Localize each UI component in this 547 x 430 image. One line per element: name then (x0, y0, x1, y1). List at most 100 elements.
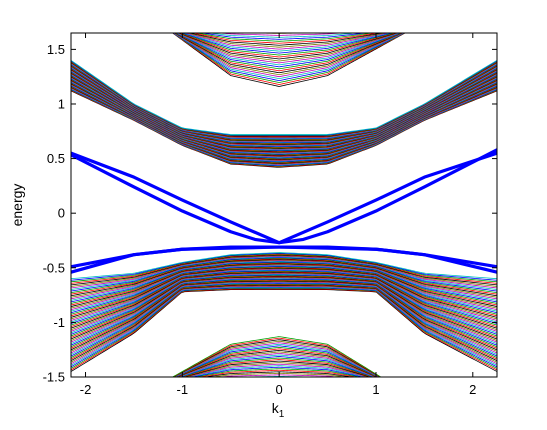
bulk-band-line (216, 374, 341, 377)
bulk-band-line (189, 366, 366, 377)
bulk-band-line (185, 33, 388, 48)
bulk-band-line (71, 259, 497, 298)
y-tick-label: 0 (58, 206, 65, 221)
bulk-band-line (175, 33, 402, 68)
bulk-band-line (230, 375, 328, 377)
bulk-band-line (71, 282, 497, 355)
x-axis-label: k1 (272, 400, 285, 420)
bulk-band-line (71, 253, 497, 283)
edge-state-line-4 (71, 245, 497, 274)
x-tick-label: 0 (276, 382, 283, 397)
bulk-band-line (71, 258, 497, 295)
bulk-band-line (71, 272, 497, 331)
bulk-band-line (71, 281, 497, 352)
bulk-band-line (173, 343, 380, 377)
bulk-band-line (179, 357, 375, 377)
bulk-band-line (71, 280, 497, 351)
bulk-band-line (71, 260, 497, 301)
y-tick-label: 1.5 (47, 42, 65, 57)
bulk-band-line (216, 33, 346, 36)
bulk-band-line (71, 283, 497, 357)
bulk-band-line (71, 278, 497, 346)
bulk-band-line (173, 33, 405, 80)
bulk-band-line (174, 33, 404, 74)
bulk-band-line (71, 258, 497, 297)
bulk-band-line (172, 33, 405, 82)
bulk-band-line (173, 28, 405, 30)
bulk-band-line (173, 33, 405, 78)
bulk-band-line (178, 33, 398, 60)
bulk-band-line (71, 284, 497, 360)
bulk-band-line (175, 348, 379, 377)
bulk-band-line (71, 262, 497, 304)
bulk-band-line (71, 273, 497, 334)
upper-bulk-band (71, 59, 497, 168)
x-tick-label: -1 (177, 382, 189, 397)
bulk-band-line (187, 365, 368, 377)
bulk-band-line (173, 28, 405, 32)
plot-frame (70, 32, 498, 378)
bulk-band-line (71, 257, 497, 294)
bottom-bulk-band (172, 336, 382, 377)
bulk-band-line (185, 363, 370, 377)
bulk-band-line (71, 260, 497, 300)
bulk-band-line (71, 279, 497, 349)
y-tick-label: -0.5 (43, 260, 65, 275)
bulk-band-line (71, 278, 497, 345)
bulk-band-line (174, 33, 403, 72)
bulk-band-line (71, 261, 497, 303)
edge-state-line-2 (71, 151, 497, 245)
bulk-band-line (71, 276, 497, 341)
bulk-band-line (71, 285, 497, 363)
bulk-band-line (71, 271, 497, 328)
bulk-band-line (71, 59, 497, 135)
bulk-band-line (71, 274, 497, 335)
bulk-band-line (71, 254, 497, 284)
bulk-band-line (172, 339, 381, 377)
bulk-band-line (183, 362, 371, 377)
bulk-band-line (71, 270, 497, 324)
bulk-band-line (71, 265, 497, 314)
bulk-band-line (172, 33, 406, 87)
bulk-band-line (71, 283, 497, 358)
bulk-band-line (194, 33, 376, 42)
bulk-band-line (174, 33, 402, 70)
bulk-band-line (71, 288, 497, 371)
bulk-band-line (175, 350, 379, 377)
bulk-band-line (199, 33, 369, 40)
bulk-band-line (196, 369, 359, 377)
bulk-band-line (71, 268, 497, 320)
bulk-band-line (179, 33, 396, 56)
bulk-band-line (71, 276, 497, 340)
bulk-band-line (71, 267, 497, 318)
bulk-band-line (174, 346, 380, 377)
bulk-band-line (71, 270, 497, 326)
bulk-band-line (71, 284, 497, 362)
bulk-band-line (71, 275, 497, 337)
bulk-band-line (182, 360, 373, 377)
x-axis-label-main: k (272, 400, 280, 416)
bulk-band-line (177, 33, 399, 62)
bulk-band-line (71, 263, 497, 307)
edge-state-series (71, 148, 497, 274)
top-bulk-band (172, 28, 406, 87)
x-tick-label: 1 (372, 382, 379, 397)
bulk-band-line (172, 33, 406, 85)
bulk-band-line (71, 288, 497, 369)
x-axis-label-subscript: 1 (279, 409, 285, 420)
bulk-band-line (180, 359, 374, 377)
bulk-band-line (71, 256, 497, 290)
bulk-band-line (191, 33, 381, 44)
bulk-band-line (71, 273, 497, 332)
bulk-band-line (71, 277, 497, 343)
y-tick-label: -1.5 (43, 370, 65, 385)
bulk-band-line (172, 340, 381, 377)
bulk-band-line (71, 266, 497, 315)
bulk-band-line (71, 266, 497, 317)
bulk-band-line (71, 254, 497, 286)
bulk-band-line (176, 33, 400, 64)
y-tick-label: 0.5 (47, 151, 65, 166)
bulk-band-line (71, 269, 497, 323)
bulk-band-line (173, 33, 404, 76)
bulk-bands (71, 28, 497, 377)
